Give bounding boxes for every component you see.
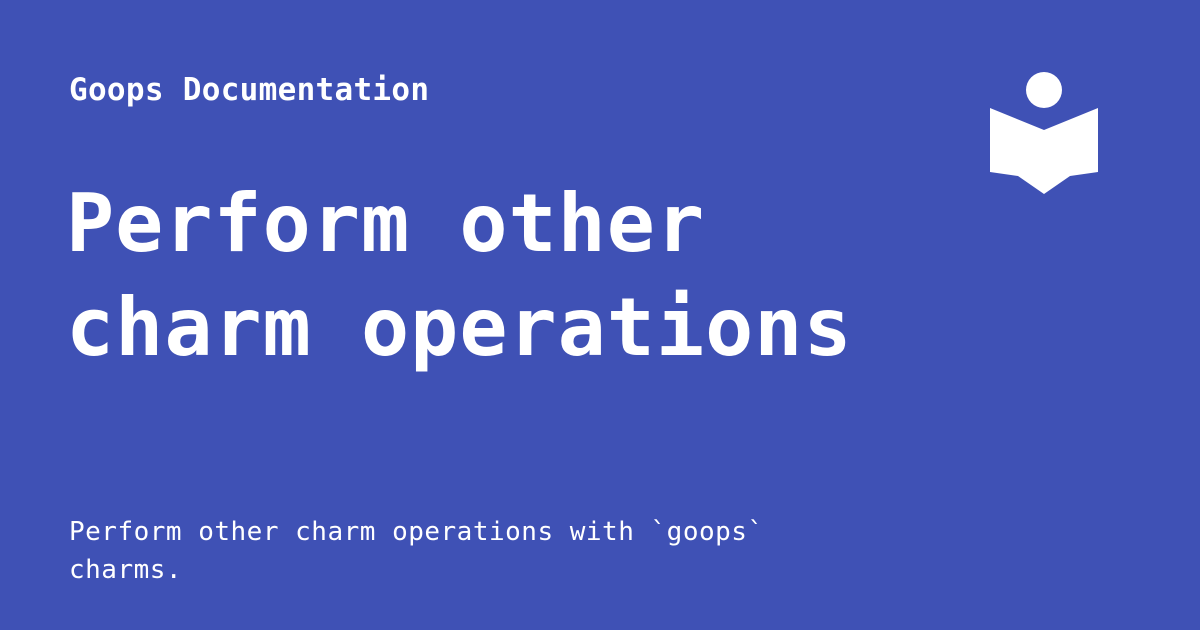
page-description: Perform other charm operations with `goo…	[69, 517, 764, 585]
book-reader-icon	[990, 72, 1098, 194]
site-name: Goops Documentation	[69, 72, 430, 108]
page-title: Perform other charm operations	[66, 177, 853, 374]
